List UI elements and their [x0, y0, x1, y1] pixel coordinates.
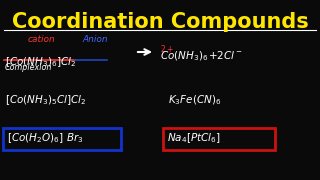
Bar: [163, 128, 275, 150]
Text: cation: cation: [28, 35, 56, 44]
Text: $[Co(NH_3)_5Cl]Cl_2$: $[Co(NH_3)_5Cl]Cl_2$: [5, 93, 86, 107]
Text: Complexion: Complexion: [5, 63, 52, 72]
Text: $+ 2Cl^-$: $+ 2Cl^-$: [208, 49, 243, 61]
Bar: [3, 128, 121, 150]
Text: $[Co(NH_3)_6]Cl_2$: $[Co(NH_3)_6]Cl_2$: [5, 55, 76, 69]
Text: Coordination Compounds: Coordination Compounds: [12, 12, 308, 32]
Text: $2+$: $2+$: [160, 43, 174, 54]
Text: $[Co(H_2O)_6]\ Br_3$: $[Co(H_2O)_6]\ Br_3$: [7, 131, 84, 145]
Text: Anion: Anion: [82, 35, 108, 44]
Text: $Na_4[PtCl_6]$: $Na_4[PtCl_6]$: [167, 131, 221, 145]
Text: $Co(NH_3)_6$: $Co(NH_3)_6$: [160, 49, 208, 63]
Text: $K_3Fe(CN)_6$: $K_3Fe(CN)_6$: [168, 93, 221, 107]
